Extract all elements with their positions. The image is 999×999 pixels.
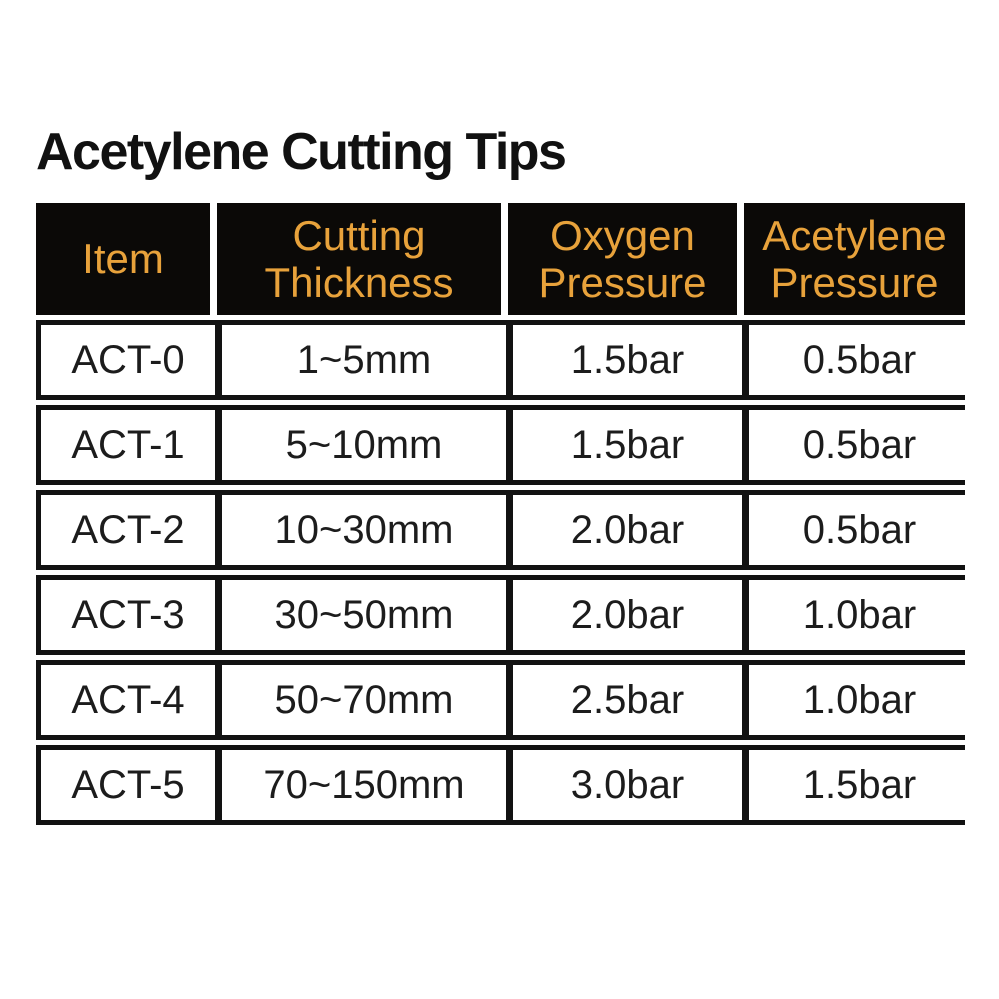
cell-oxygen: 2.0bar <box>513 495 742 565</box>
header-label-acetylene-pressure: Acetylene Pressure <box>762 211 947 306</box>
header-cell-oxygen-pressure: Oxygen Pressure <box>508 203 737 315</box>
header-label-oxygen-pressure: Oxygen Pressure <box>538 211 707 306</box>
cell-acetylene: 0.5bar <box>749 410 970 480</box>
cell-oxygen: 2.5bar <box>513 665 742 735</box>
page-title: Acetylene Cutting Tips <box>36 123 567 181</box>
cell-acetylene: 1.0bar <box>749 580 970 650</box>
cell-item: ACT-0 <box>41 325 215 395</box>
cell-thickness: 5~10mm <box>222 410 506 480</box>
header-label-cutting-thickness: Cutting Thickness <box>264 211 454 306</box>
cell-thickness: 30~50mm <box>222 580 506 650</box>
cell-acetylene: 1.0bar <box>749 665 970 735</box>
cell-thickness: 50~70mm <box>222 665 506 735</box>
cell-item: ACT-1 <box>41 410 215 480</box>
header-label-item: Item <box>82 235 164 283</box>
cell-acetylene: 1.5bar <box>749 750 970 820</box>
header-cell-acetylene-pressure: Acetylene Pressure <box>744 203 965 315</box>
cell-acetylene: 0.5bar <box>749 495 970 565</box>
table-header-row: Item Cutting Thickness Oxygen Pressure A… <box>36 203 965 315</box>
cell-oxygen: 2.0bar <box>513 580 742 650</box>
cell-oxygen: 1.5bar <box>513 410 742 480</box>
cell-acetylene: 0.5bar <box>749 325 970 395</box>
table-row: ACT-0 1~5mm 1.5bar 0.5bar <box>36 320 970 400</box>
table-row: ACT-5 70~150mm 3.0bar 1.5bar <box>36 745 970 825</box>
cell-thickness: 1~5mm <box>222 325 506 395</box>
cell-oxygen: 3.0bar <box>513 750 742 820</box>
table-row: ACT-4 50~70mm 2.5bar 1.0bar <box>36 660 970 740</box>
cell-item: ACT-4 <box>41 665 215 735</box>
header-cell-item: Item <box>36 203 210 315</box>
cell-item: ACT-5 <box>41 750 215 820</box>
cell-oxygen: 1.5bar <box>513 325 742 395</box>
table-row: ACT-3 30~50mm 2.0bar 1.0bar <box>36 575 970 655</box>
cell-item: ACT-3 <box>41 580 215 650</box>
cell-item: ACT-2 <box>41 495 215 565</box>
header-cell-cutting-thickness: Cutting Thickness <box>217 203 501 315</box>
cell-thickness: 70~150mm <box>222 750 506 820</box>
acetylene-cutting-tips-table: Item Cutting Thickness Oxygen Pressure A… <box>36 203 970 830</box>
table-row: ACT-2 10~30mm 2.0bar 0.5bar <box>36 490 970 570</box>
cell-thickness: 10~30mm <box>222 495 506 565</box>
table-row: ACT-1 5~10mm 1.5bar 0.5bar <box>36 405 970 485</box>
